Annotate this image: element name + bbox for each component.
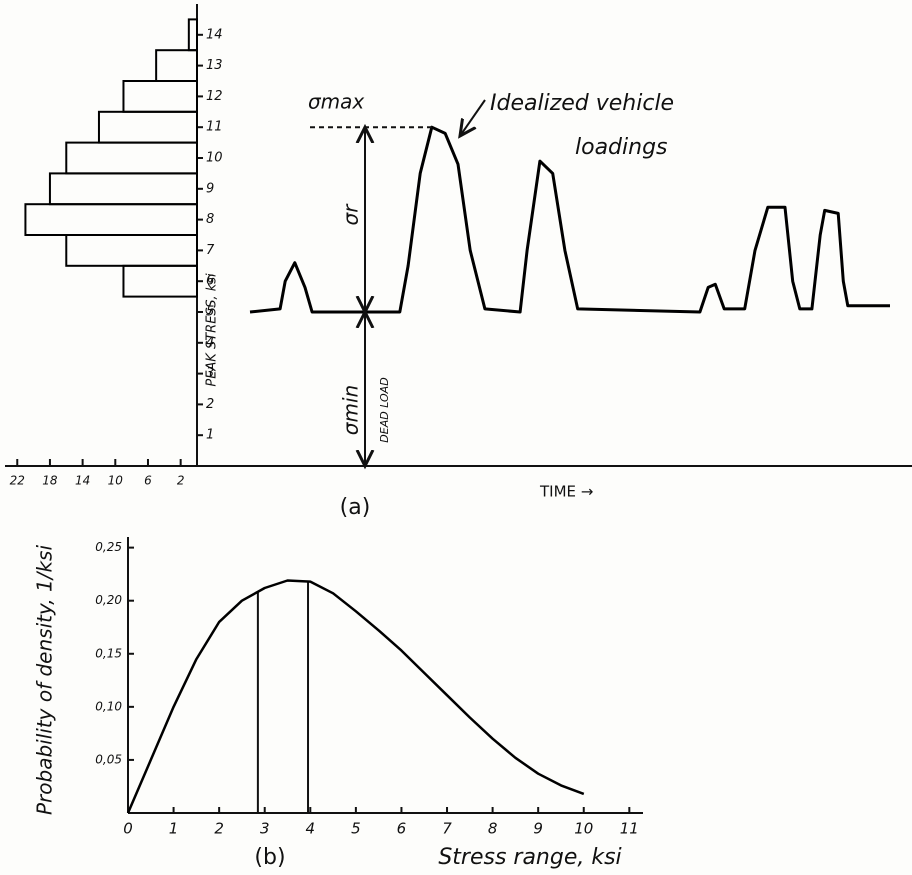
y-tick-label: 6 <box>206 274 214 289</box>
dead-load-label: DEAD LOAD <box>378 377 391 442</box>
y-tick-label: 14 <box>206 27 223 42</box>
y-tick-label: 9 <box>206 181 214 196</box>
y-tick-label: 10 <box>206 151 223 166</box>
y-tick-label: 2 <box>206 397 214 412</box>
y-tick-label: 0,15 <box>95 646 122 660</box>
histogram-bar <box>24 203 198 236</box>
y-tick-label: 0,20 <box>95 593 122 607</box>
y-tick-label: 0,25 <box>95 540 122 554</box>
histogram-bar <box>155 49 199 82</box>
x-tick-label: 6 <box>144 474 152 488</box>
y-tick-label: 8 <box>206 212 214 227</box>
x-tick-label: 9 <box>533 820 543 838</box>
x-tick-label: 0 <box>123 820 133 838</box>
histogram-bar <box>122 80 198 113</box>
y-tick-label: 1 <box>206 428 214 443</box>
annotation: Idealized vehicle <box>490 91 674 116</box>
line <box>249 125 890 314</box>
x-axis-label: TIME → <box>539 483 593 501</box>
y-tick-label: 0,05 <box>95 752 122 766</box>
histogram-bar <box>122 264 198 298</box>
x-tick-label: 10 <box>574 820 593 838</box>
x-tick-label: 4 <box>306 820 316 838</box>
x-tick-label: 11 <box>620 820 639 838</box>
histogram-bar <box>97 110 198 144</box>
y-tick-label: 0,10 <box>95 699 122 713</box>
x-tick-label: 2 <box>177 474 185 488</box>
x-tick-label: 14 <box>75 474 90 488</box>
x-tick-label: 5 <box>351 820 361 838</box>
line <box>126 579 585 814</box>
y-tick-label: 13 <box>206 58 223 73</box>
range-label: σr <box>339 203 363 226</box>
x-tick-label: 6 <box>397 820 407 838</box>
y-tick-label: 7 <box>206 243 215 258</box>
y-tick-label: 3 <box>206 366 214 381</box>
min-label: σmin <box>339 385 363 435</box>
x-tick-label: 18 <box>42 474 58 488</box>
caption: (a) <box>340 495 371 520</box>
y-tick-label: 4 <box>206 335 214 350</box>
x-tick-label: 22 <box>10 474 25 488</box>
annotation-arrow <box>460 99 486 136</box>
y-tick-label: 5 <box>206 305 214 320</box>
caption: (b) <box>254 845 285 870</box>
y-tick-label: 11 <box>206 120 223 135</box>
x-tick-label: 10 <box>108 474 124 488</box>
histogram-bar <box>48 172 198 206</box>
y-tick-label: 12 <box>206 89 223 104</box>
x-axis-label: Stress range, ksi <box>438 845 621 870</box>
annotation: loadings <box>575 135 668 160</box>
histogram-bar <box>187 18 199 52</box>
histogram-bar <box>65 234 198 267</box>
x-tick-label: 8 <box>488 820 498 838</box>
y-axis-label: PEAK STRESS, ksi <box>205 273 220 387</box>
y-axis-label: Probability of density, 1/ksi <box>33 545 57 815</box>
x-tick-label: 2 <box>214 820 224 838</box>
max-label: σmax <box>308 90 364 114</box>
histogram-bar <box>65 141 198 175</box>
x-tick-label: 1 <box>169 820 179 838</box>
x-tick-label: 3 <box>260 820 270 838</box>
x-tick-label: 7 <box>442 820 452 838</box>
